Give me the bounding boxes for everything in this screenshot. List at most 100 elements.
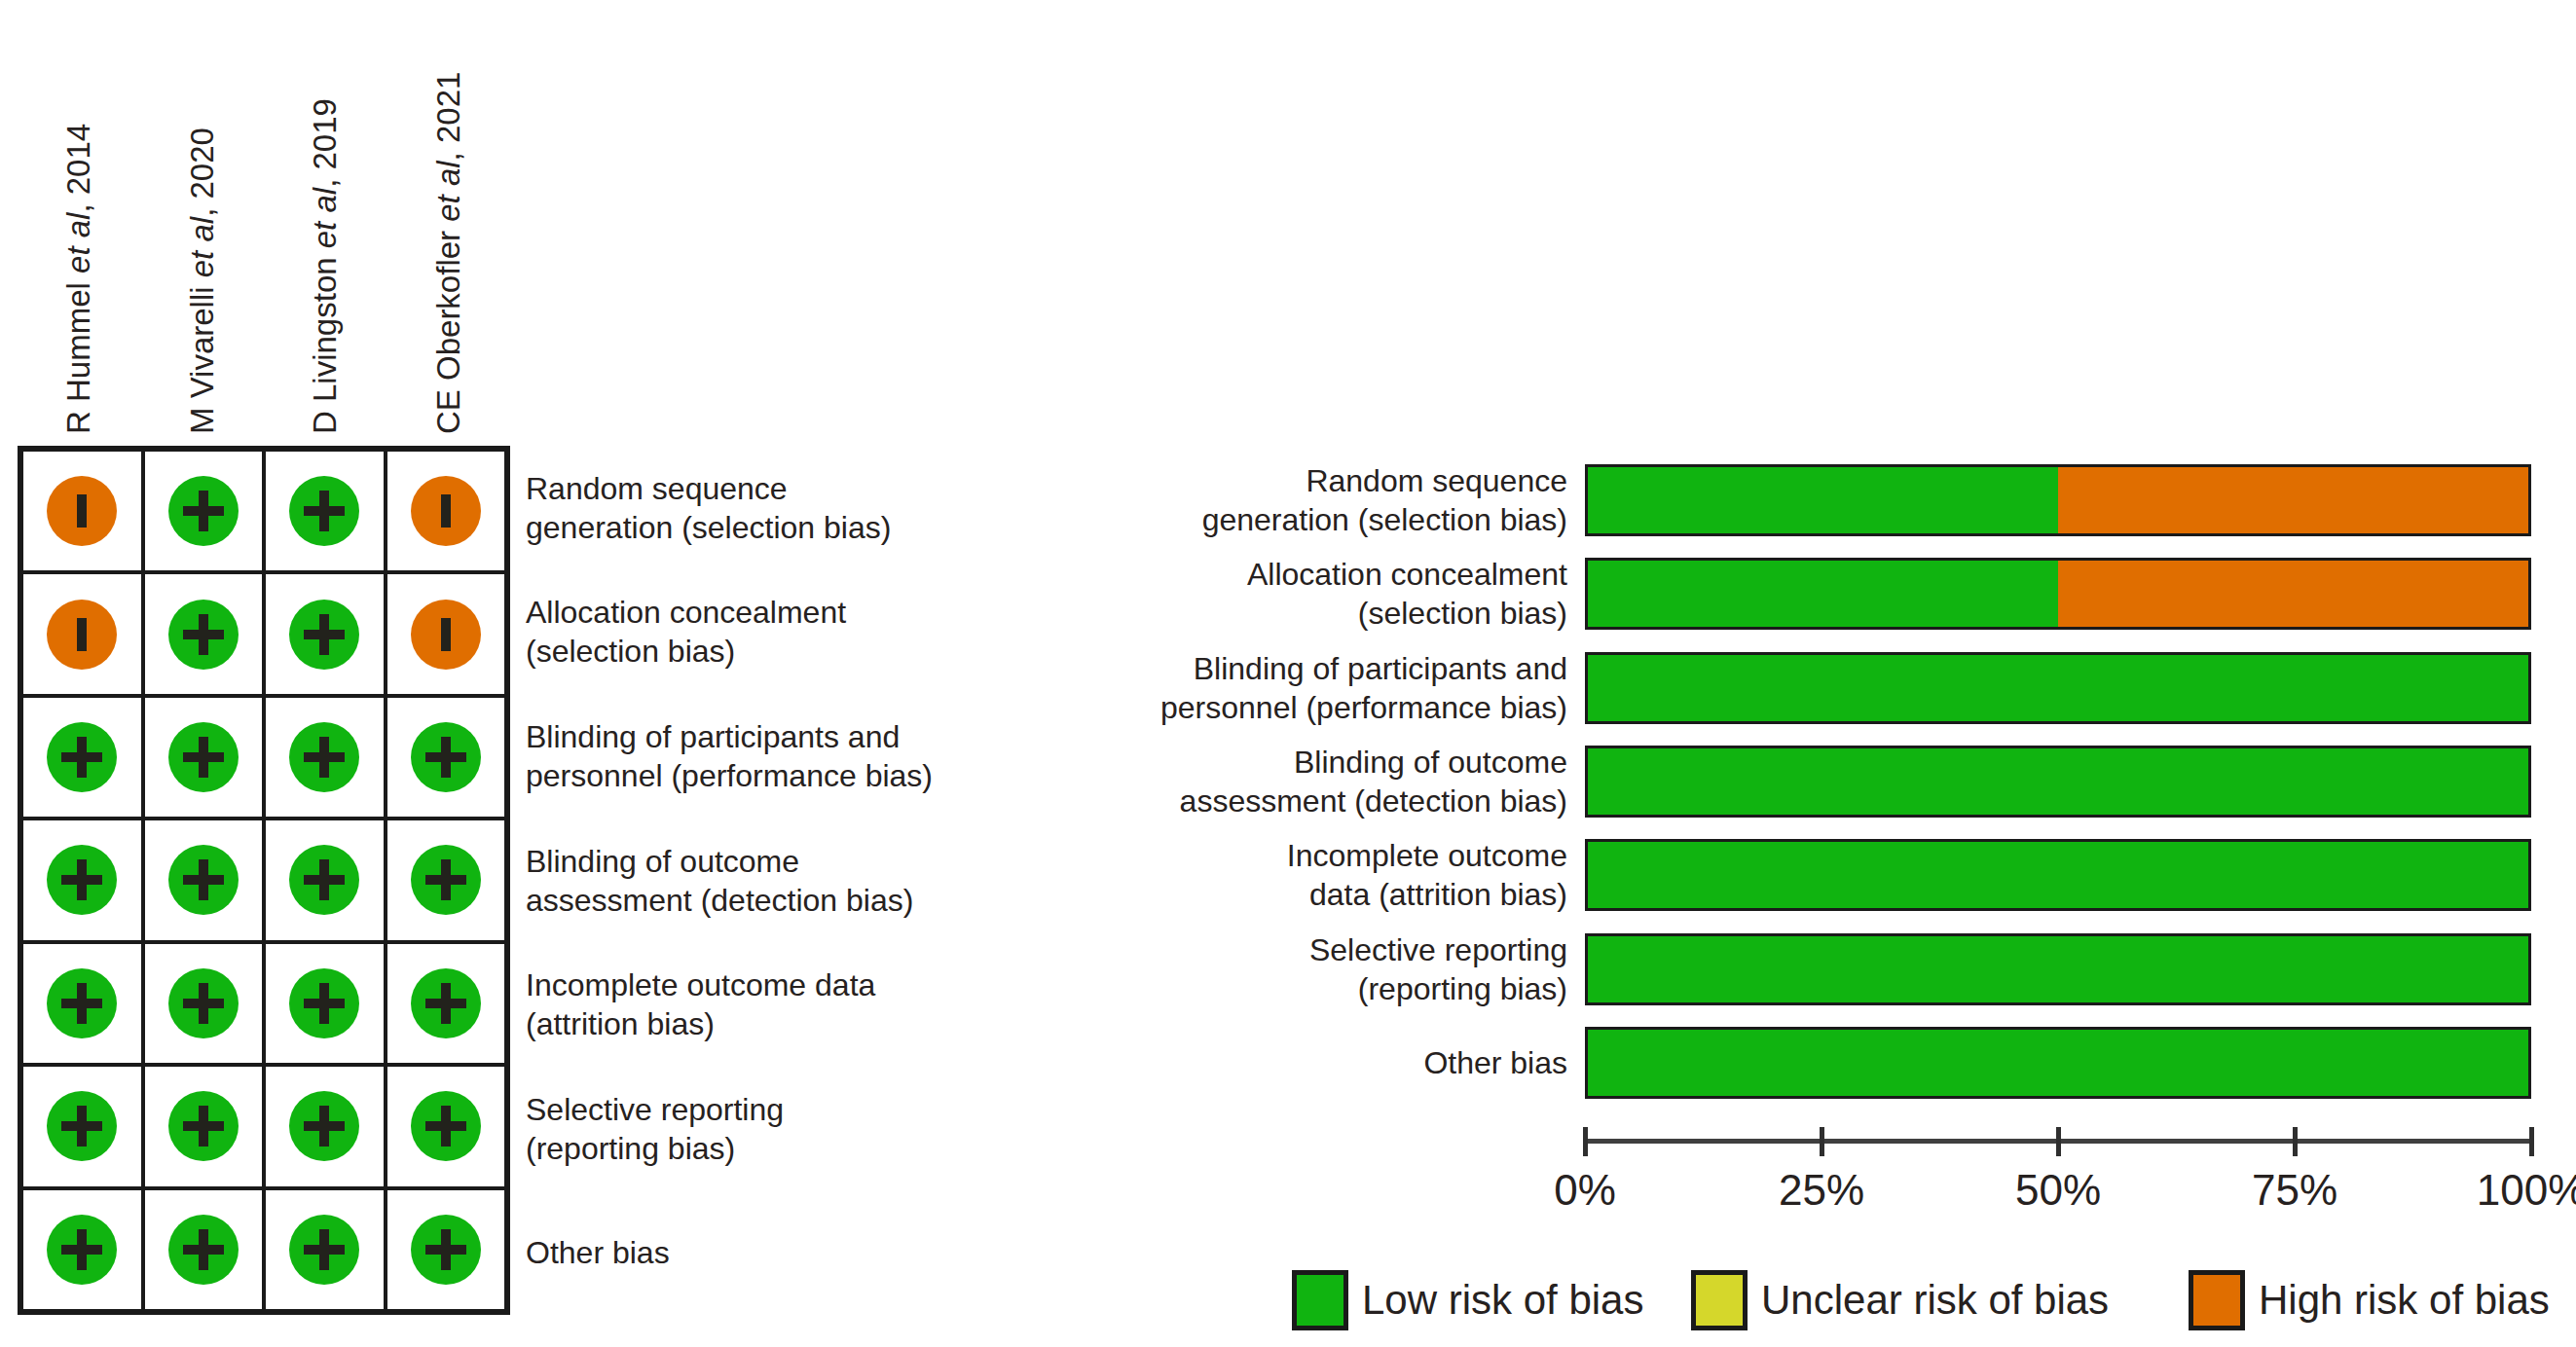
low-risk-icon: [47, 722, 117, 792]
graph-category-label: Other bias: [1022, 1043, 1567, 1082]
graph-category-label-line: (reporting bias): [1022, 969, 1567, 1008]
plus-icon-horizontal-stroke: [425, 875, 466, 885]
low-risk-bar-segment: [1588, 748, 2528, 815]
bias-domain-label: Blinding of outcomeassessment (detection…: [526, 842, 1071, 920]
x-axis-tick: [2293, 1127, 2298, 1156]
low-risk-bar-segment: [1588, 655, 2528, 721]
rob-cell: [21, 1188, 143, 1311]
bias-domain-label-line: Blinding of participants and: [526, 717, 1071, 756]
graph-category-label: Incomplete outcomedata (attrition bias): [1022, 836, 1567, 914]
bias-domain-label-line: Random sequence: [526, 469, 1071, 508]
bias-domain-label-line: Blinding of outcome: [526, 842, 1071, 881]
high-risk-icon: [47, 476, 117, 546]
study-etal-text: et al: [307, 188, 343, 248]
x-axis-tick-label: 50%: [2015, 1166, 2101, 1215]
legend-item-high-risk: High risk of bias: [2189, 1271, 2550, 1329]
bias-domain-label: Allocation concealment(selection bias): [526, 593, 1071, 671]
stacked-bar: [1585, 464, 2531, 536]
bias-domain-label: Random sequencegeneration (selection bia…: [526, 469, 1071, 547]
graph-category-label-line: (selection bias): [1022, 594, 1567, 633]
plus-icon-horizontal-stroke: [61, 1245, 102, 1255]
plus-icon-horizontal-stroke: [304, 1245, 345, 1255]
plus-icon-horizontal-stroke: [183, 999, 224, 1008]
study-year-text: , 2019: [307, 98, 343, 188]
graph-category-label: Blinding of outcomeassessment (detection…: [1022, 743, 1567, 820]
low-risk-icon: [47, 1215, 117, 1285]
low-risk-icon: [47, 968, 117, 1038]
rob-cell: [143, 819, 265, 941]
study-etal-text: et al: [60, 213, 96, 273]
x-axis-tick: [1820, 1127, 1824, 1156]
low-risk-icon: [289, 600, 359, 670]
legend-label: Unclear risk of bias: [1761, 1277, 2109, 1324]
study-column-header: CE Oberkofler et al, 2021: [429, 72, 468, 434]
low-risk-bar-segment: [1588, 1030, 2528, 1096]
x-axis-tick: [1583, 1127, 1588, 1156]
stacked-bar: [1585, 839, 2531, 911]
rob-cell: [21, 819, 143, 941]
graph-category-label-line: Allocation concealment: [1022, 555, 1567, 594]
plus-icon-horizontal-stroke: [61, 752, 102, 762]
study-name-text: R Hummel: [60, 273, 96, 434]
study-year-text: , 2014: [60, 124, 96, 213]
low-risk-icon: [289, 722, 359, 792]
graph-category-label-line: Random sequence: [1022, 461, 1567, 500]
low-risk-icon: [47, 845, 117, 915]
plus-icon-horizontal-stroke: [183, 1245, 224, 1255]
rob-cell: [143, 942, 265, 1065]
graph-category-label-line: Selective reporting: [1022, 930, 1567, 969]
plus-icon-horizontal-stroke: [183, 875, 224, 885]
low-risk-bar-segment: [1588, 936, 2528, 1002]
bias-domain-label-line: Other bias: [526, 1233, 1071, 1272]
rob-cell: [143, 696, 265, 819]
rob-cell: [21, 450, 143, 572]
rob-cell: [143, 1065, 265, 1187]
graph-category-label-line: personnel (performance bias): [1022, 688, 1567, 727]
study-etal-text: et al: [430, 161, 466, 221]
plus-icon-horizontal-stroke: [304, 506, 345, 516]
bias-domain-label-line: (attrition bias): [526, 1004, 1071, 1043]
bias-domain-label-line: Selective reporting: [526, 1090, 1071, 1129]
high-risk-swatch-icon: [2189, 1270, 2245, 1330]
graph-category-label-line: assessment (detection bias): [1022, 782, 1567, 820]
x-axis-tick-label: 100%: [2477, 1166, 2576, 1215]
rob-cell: [143, 1188, 265, 1311]
low-risk-icon: [168, 845, 239, 915]
bias-domain-label-line: (reporting bias): [526, 1129, 1071, 1168]
bias-domain-label: Selective reporting(reporting bias): [526, 1090, 1071, 1168]
legend-label: High risk of bias: [2259, 1277, 2550, 1324]
high-risk-bar-segment: [2058, 561, 2528, 627]
minus-icon-rotated-stroke: [441, 494, 451, 528]
stacked-bar: [1585, 746, 2531, 818]
plus-icon-horizontal-stroke: [304, 999, 345, 1008]
graph-category-label-line: Blinding of outcome: [1022, 743, 1567, 782]
rob-cell: [264, 1065, 386, 1187]
rob-cell: [386, 1065, 507, 1187]
stacked-bar: [1585, 933, 2531, 1005]
x-axis-tick-label: 0%: [1554, 1166, 1616, 1215]
x-axis-tick-label: 25%: [1779, 1166, 1864, 1215]
plus-icon-horizontal-stroke: [425, 999, 466, 1008]
high-risk-icon: [47, 600, 117, 670]
low-risk-icon: [168, 968, 239, 1038]
x-axis-tick: [2056, 1127, 2061, 1156]
legend-label: Low risk of bias: [1362, 1277, 1643, 1324]
rob-summary-grid: [18, 446, 510, 1315]
rob-cell: [386, 819, 507, 941]
rob-cell: [21, 1065, 143, 1187]
graph-category-label: Selective reporting(reporting bias): [1022, 930, 1567, 1008]
low-risk-icon: [289, 1091, 359, 1161]
low-risk-bar-segment: [1588, 467, 2058, 533]
low-risk-icon: [289, 845, 359, 915]
low-risk-bar-segment: [1588, 561, 2058, 627]
x-axis-tick: [2529, 1127, 2534, 1156]
legend-item-unclear-risk: Unclear risk of bias: [1691, 1271, 2109, 1329]
plus-icon-horizontal-stroke: [304, 1121, 345, 1131]
low-risk-icon: [289, 968, 359, 1038]
plus-icon-horizontal-stroke: [183, 1121, 224, 1131]
low-risk-icon: [411, 1215, 481, 1285]
plus-icon-horizontal-stroke: [425, 752, 466, 762]
graph-category-label: Allocation concealment(selection bias): [1022, 555, 1567, 633]
rob-cell: [264, 572, 386, 695]
plus-icon-horizontal-stroke: [425, 1121, 466, 1131]
